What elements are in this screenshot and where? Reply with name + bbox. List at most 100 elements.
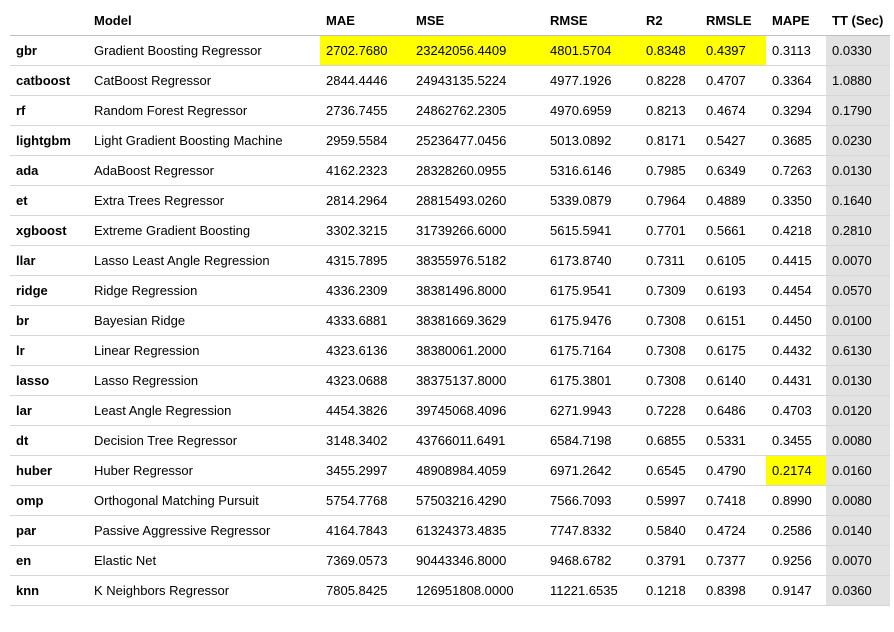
cell-model: Lasso Least Angle Regression xyxy=(88,246,320,276)
table-row: huberHuber Regressor3455.299748908984.40… xyxy=(10,456,890,486)
cell-model: Lasso Regression xyxy=(88,366,320,396)
cell-rmsle: 0.6151 xyxy=(700,306,766,336)
cell-tt: 0.0070 xyxy=(826,546,890,576)
cell-idx: omp xyxy=(10,486,88,516)
cell-mse: 38375137.8000 xyxy=(410,366,544,396)
table-row: larLeast Angle Regression4454.3826397450… xyxy=(10,396,890,426)
cell-idx: par xyxy=(10,516,88,546)
cell-mae: 2736.7455 xyxy=(320,96,410,126)
col-header-index xyxy=(10,6,88,36)
cell-rmsle: 0.4674 xyxy=(700,96,766,126)
cell-idx: gbr xyxy=(10,36,88,66)
cell-mae: 4333.6881 xyxy=(320,306,410,336)
cell-model: Bayesian Ridge xyxy=(88,306,320,336)
cell-rmse: 7747.8332 xyxy=(544,516,640,546)
cell-idx: xgboost xyxy=(10,216,88,246)
cell-mae: 4454.3826 xyxy=(320,396,410,426)
cell-mape: 0.3113 xyxy=(766,36,826,66)
cell-idx: ridge xyxy=(10,276,88,306)
cell-idx: rf xyxy=(10,96,88,126)
cell-tt: 0.0330 xyxy=(826,36,890,66)
cell-mae: 7805.8425 xyxy=(320,576,410,606)
cell-mae: 5754.7768 xyxy=(320,486,410,516)
cell-idx: en xyxy=(10,546,88,576)
col-header-rmsle: RMSLE xyxy=(700,6,766,36)
cell-rmse: 11221.6535 xyxy=(544,576,640,606)
cell-rmsle: 0.6486 xyxy=(700,396,766,426)
cell-mse: 61324373.4835 xyxy=(410,516,544,546)
cell-mae: 4164.7843 xyxy=(320,516,410,546)
cell-idx: huber xyxy=(10,456,88,486)
cell-rmsle: 0.5661 xyxy=(700,216,766,246)
cell-model: Least Angle Regression xyxy=(88,396,320,426)
cell-rmsle: 0.7377 xyxy=(700,546,766,576)
cell-rmsle: 0.6193 xyxy=(700,276,766,306)
cell-rmse: 4970.6959 xyxy=(544,96,640,126)
cell-r2: 0.7985 xyxy=(640,156,700,186)
cell-rmse: 6175.9541 xyxy=(544,276,640,306)
cell-mae: 3148.3402 xyxy=(320,426,410,456)
col-header-model: Model xyxy=(88,6,320,36)
cell-rmse: 7566.7093 xyxy=(544,486,640,516)
cell-rmsle: 0.4889 xyxy=(700,186,766,216)
cell-rmsle: 0.5331 xyxy=(700,426,766,456)
cell-mse: 38355976.5182 xyxy=(410,246,544,276)
cell-mae: 2702.7680 xyxy=(320,36,410,66)
cell-tt: 0.0570 xyxy=(826,276,890,306)
table-row: parPassive Aggressive Regressor4164.7843… xyxy=(10,516,890,546)
cell-mse: 126951808.0000 xyxy=(410,576,544,606)
table-row: etExtra Trees Regressor2814.296428815493… xyxy=(10,186,890,216)
cell-rmse: 5339.0879 xyxy=(544,186,640,216)
cell-rmse: 6173.8740 xyxy=(544,246,640,276)
cell-mape: 0.2174 xyxy=(766,456,826,486)
cell-mse: 24943135.5224 xyxy=(410,66,544,96)
cell-mae: 4162.2323 xyxy=(320,156,410,186)
cell-rmsle: 0.4724 xyxy=(700,516,766,546)
cell-mse: 38380061.2000 xyxy=(410,336,544,366)
table-row: llarLasso Least Angle Regression4315.789… xyxy=(10,246,890,276)
cell-tt: 0.0230 xyxy=(826,126,890,156)
cell-tt: 0.6130 xyxy=(826,336,890,366)
cell-idx: llar xyxy=(10,246,88,276)
cell-model: Light Gradient Boosting Machine xyxy=(88,126,320,156)
cell-rmsle: 0.6175 xyxy=(700,336,766,366)
cell-r2: 0.7964 xyxy=(640,186,700,216)
cell-mape: 0.4218 xyxy=(766,216,826,246)
cell-idx: lasso xyxy=(10,366,88,396)
cell-mape: 0.4703 xyxy=(766,396,826,426)
col-header-tt: TT (Sec) xyxy=(826,6,890,36)
cell-rmsle: 0.7418 xyxy=(700,486,766,516)
table-row: ridgeRidge Regression4336.230938381496.8… xyxy=(10,276,890,306)
table-row: gbrGradient Boosting Regressor2702.76802… xyxy=(10,36,890,66)
cell-rmsle: 0.4707 xyxy=(700,66,766,96)
cell-rmse: 9468.6782 xyxy=(544,546,640,576)
cell-tt: 0.0130 xyxy=(826,156,890,186)
table-row: ompOrthogonal Matching Pursuit5754.77685… xyxy=(10,486,890,516)
cell-rmse: 6971.2642 xyxy=(544,456,640,486)
cell-mape: 0.4431 xyxy=(766,366,826,396)
cell-idx: lr xyxy=(10,336,88,366)
cell-rmse: 5615.5941 xyxy=(544,216,640,246)
cell-mape: 0.3455 xyxy=(766,426,826,456)
cell-idx: dt xyxy=(10,426,88,456)
cell-model: AdaBoost Regressor xyxy=(88,156,320,186)
table-row: catboostCatBoost Regressor2844.444624943… xyxy=(10,66,890,96)
col-header-rmse: RMSE xyxy=(544,6,640,36)
cell-mse: 38381669.3629 xyxy=(410,306,544,336)
cell-mape: 0.8990 xyxy=(766,486,826,516)
cell-idx: br xyxy=(10,306,88,336)
table-row: rfRandom Forest Regressor2736.7455248627… xyxy=(10,96,890,126)
cell-rmse: 6175.7164 xyxy=(544,336,640,366)
cell-r2: 0.3791 xyxy=(640,546,700,576)
table-container: Model MAE MSE RMSE R2 RMSLE MAPE TT (Sec… xyxy=(0,0,894,616)
cell-r2: 0.1218 xyxy=(640,576,700,606)
cell-mse: 28815493.0260 xyxy=(410,186,544,216)
cell-idx: lightgbm xyxy=(10,126,88,156)
cell-rmsle: 0.6105 xyxy=(700,246,766,276)
cell-model: K Neighbors Regressor xyxy=(88,576,320,606)
cell-mae: 4315.7895 xyxy=(320,246,410,276)
cell-mape: 0.7263 xyxy=(766,156,826,186)
cell-tt: 0.0080 xyxy=(826,486,890,516)
cell-model: Decision Tree Regressor xyxy=(88,426,320,456)
cell-r2: 0.7308 xyxy=(640,366,700,396)
